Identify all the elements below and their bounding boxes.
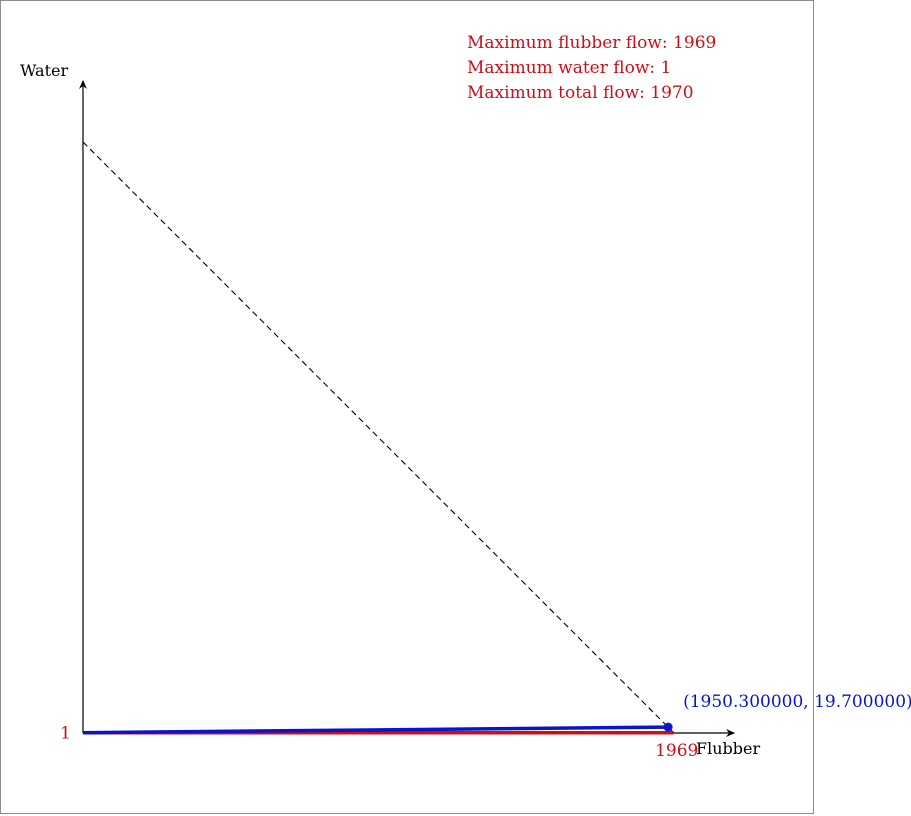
max-water-flow-text: Maximum water flow: 1 [467, 58, 671, 78]
optimal-point-marker [663, 722, 673, 732]
max-total-flow-text: Maximum total flow: 1970 [467, 83, 694, 103]
figure-frame [0, 0, 814, 814]
optimal-point-label: (1950.300000, 19.700000) [683, 692, 911, 712]
x-tick-label: 1969 [655, 741, 698, 761]
optimal-flow-segment [82, 725, 669, 735]
total-flow-dashed-line [82, 141, 675, 734]
y-tick-label: 1 [60, 724, 71, 744]
max-flubber-flow-text: Maximum flubber flow: 1969 [467, 33, 716, 53]
x-axis-label: Flubber [696, 739, 760, 758]
y-axis-label: Water [20, 61, 68, 80]
